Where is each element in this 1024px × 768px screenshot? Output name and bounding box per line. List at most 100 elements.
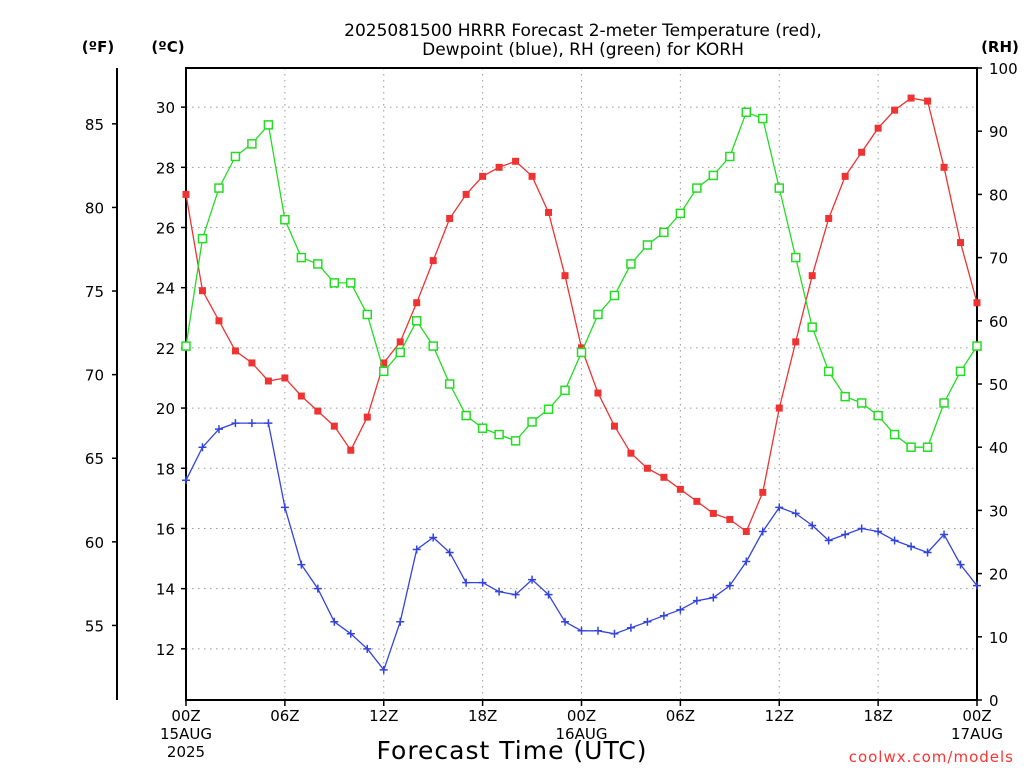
celsius-tick-label: 18 (156, 460, 175, 478)
temperature-point (495, 163, 503, 171)
dewpoint-point (659, 611, 668, 620)
dewpoint-point (313, 584, 322, 593)
dewpoint-point (709, 593, 718, 602)
temperature-point (940, 163, 948, 171)
dewpoint-point (742, 557, 751, 566)
temperature-point (841, 172, 849, 180)
temperature-point (808, 272, 816, 280)
temperature-point (363, 413, 371, 421)
x-tick-label: 00Z (171, 707, 200, 725)
temperature-point (676, 485, 684, 493)
fahrenheit-unit-label: (ºF) (82, 38, 114, 56)
celsius-tick-label: 16 (156, 520, 175, 538)
celsius-tick-label: 20 (156, 400, 175, 418)
rh-tick-label: 10 (989, 629, 1008, 647)
temperature-point (462, 190, 470, 198)
temperature-point (874, 124, 882, 132)
rh-point (560, 385, 570, 396)
temperature-point (264, 377, 272, 385)
temperature-point (973, 299, 981, 307)
temperature-point (907, 94, 915, 102)
rh-point (247, 139, 257, 149)
dewpoint-point (528, 575, 537, 584)
dewpoint-point (363, 644, 372, 653)
rh-point (725, 151, 735, 162)
dewpoint-point (692, 596, 701, 605)
rh-tick-label: 90 (989, 123, 1008, 141)
dewpoint-point (907, 542, 916, 551)
temperature-point (297, 392, 305, 400)
rh-point (609, 290, 620, 301)
rh-point (296, 252, 307, 263)
dewpoint-point (577, 626, 586, 635)
rh-point (659, 227, 669, 238)
dewpoint-point (956, 560, 965, 569)
dewpoint-point (561, 617, 570, 626)
rh-point (593, 309, 603, 320)
x-tick-label: 00Z (962, 707, 991, 725)
fahrenheit-tick-label: 70 (85, 367, 104, 385)
temperature-point (347, 446, 355, 454)
rh-point (214, 183, 224, 193)
temperature-point (512, 157, 520, 165)
dewpoint-point (247, 419, 256, 428)
x-tick-label: 06Z (666, 707, 695, 725)
rh-point (675, 208, 686, 219)
temperature-point (528, 172, 536, 180)
dewpoint-point (725, 581, 734, 590)
rh-point (329, 278, 340, 288)
dewpoint-point (214, 425, 223, 434)
rh-point (494, 429, 504, 440)
celsius-tick-label: 14 (156, 581, 175, 599)
rh-tick-label: 20 (989, 566, 1008, 584)
temperature-point (231, 347, 239, 355)
rh-point (510, 436, 521, 446)
dewpoint-point (610, 629, 619, 638)
temperature-point (281, 374, 289, 382)
plot-frame (185, 67, 978, 701)
dewpoint-point (297, 560, 306, 569)
temperature-point (330, 422, 338, 430)
tick-labels: 12 14 16 18 20 22 24 26 28 30 55 60 65 70 75 80 85 0 10 20 3… (85, 60, 1018, 761)
rh-point (379, 366, 389, 377)
fahrenheit-tick-label: 85 (85, 116, 104, 134)
dewpoint-point (396, 617, 405, 626)
temperature-point (693, 497, 701, 505)
temperature-point (792, 338, 800, 346)
dewpoint-point (626, 623, 635, 632)
temperature-point (594, 389, 602, 397)
rh-point (626, 259, 636, 269)
temperature-point (858, 148, 866, 156)
temperature-point (775, 404, 783, 412)
temperature-point (479, 172, 487, 180)
rh-point (527, 417, 537, 427)
dewpoint-point (330, 617, 339, 626)
rh-point (444, 379, 455, 389)
dewpoint-point (874, 527, 883, 536)
dewpoint-point (264, 419, 273, 428)
celsius-unit-label: (ºC) (151, 38, 184, 56)
dewpoint-point (676, 605, 685, 614)
rh-point (461, 410, 471, 421)
fahrenheit-tick-label: 80 (85, 199, 104, 217)
celsius-tick-label: 22 (156, 340, 175, 358)
x-tick-date-label: 16AUG (556, 725, 608, 743)
celsius-tick-label: 28 (156, 159, 175, 177)
rh-point (955, 366, 966, 377)
dewpoint-point (231, 419, 240, 428)
temperature-point (182, 190, 190, 198)
temperature-point (545, 208, 553, 216)
rh-point (428, 341, 438, 351)
temperature-point (610, 422, 618, 430)
fahrenheit-tick-label: 65 (85, 450, 104, 468)
rh-point (692, 183, 702, 193)
x-tick-label: 18Z (468, 707, 497, 725)
temperature-point (709, 509, 717, 517)
series-layer (181, 94, 982, 674)
temperature-point (891, 106, 899, 114)
celsius-tick-label: 30 (156, 99, 175, 117)
temperature-point (446, 214, 454, 222)
rh-point (263, 120, 274, 130)
rh-point (807, 322, 817, 332)
dewpoint-point (791, 509, 800, 518)
